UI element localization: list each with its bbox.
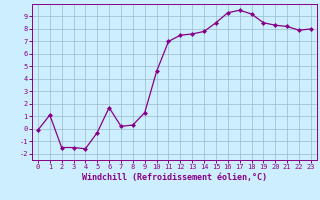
X-axis label: Windchill (Refroidissement éolien,°C): Windchill (Refroidissement éolien,°C) (82, 173, 267, 182)
